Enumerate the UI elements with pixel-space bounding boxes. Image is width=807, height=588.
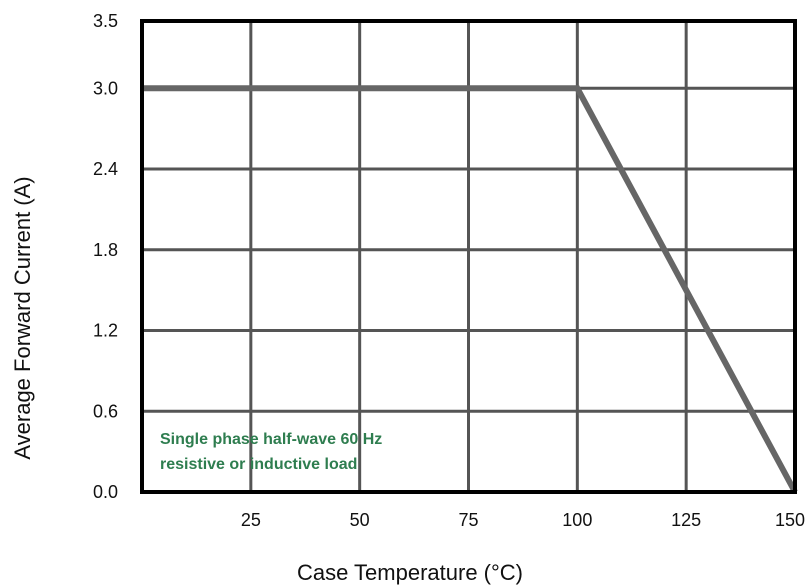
x-tick-label: 25 xyxy=(241,510,261,530)
grid-lines xyxy=(142,21,795,492)
x-tick-label: 50 xyxy=(350,510,370,530)
annotation-line-2: resistive or inductive load xyxy=(160,456,357,473)
x-tick-label: 125 xyxy=(671,510,701,530)
annotation-group: Single phase half-wave 60 Hz resistive o… xyxy=(160,431,382,473)
y-tick-labels: 0.0 0.6 1.2 1.8 2.4 3.0 3.5 xyxy=(93,11,118,502)
x-tick-labels: 25 50 75 100 125 150 xyxy=(241,510,805,530)
plot-frame xyxy=(140,19,797,494)
series-group xyxy=(142,85,798,494)
x-axis-title: Case Temperature (°C) xyxy=(297,560,523,585)
y-tick-label: 3.5 xyxy=(93,11,118,31)
x-tick-label: 150 xyxy=(775,510,805,530)
series-line xyxy=(142,85,798,494)
y-tick-label: 2.4 xyxy=(93,159,118,179)
x-tick-label: 100 xyxy=(562,510,592,530)
y-tick-label: 0.6 xyxy=(93,401,118,421)
x-tick-label: 75 xyxy=(458,510,478,530)
y-tick-label: 1.8 xyxy=(93,240,118,260)
y-axis-title: Average Forward Current (A) xyxy=(10,176,35,459)
annotation-line-1: Single phase half-wave 60 Hz xyxy=(160,431,382,448)
y-tick-label: 1.2 xyxy=(93,321,118,341)
y-tick-label: 3.0 xyxy=(93,78,118,98)
y-tick-label: 0.0 xyxy=(93,482,118,502)
